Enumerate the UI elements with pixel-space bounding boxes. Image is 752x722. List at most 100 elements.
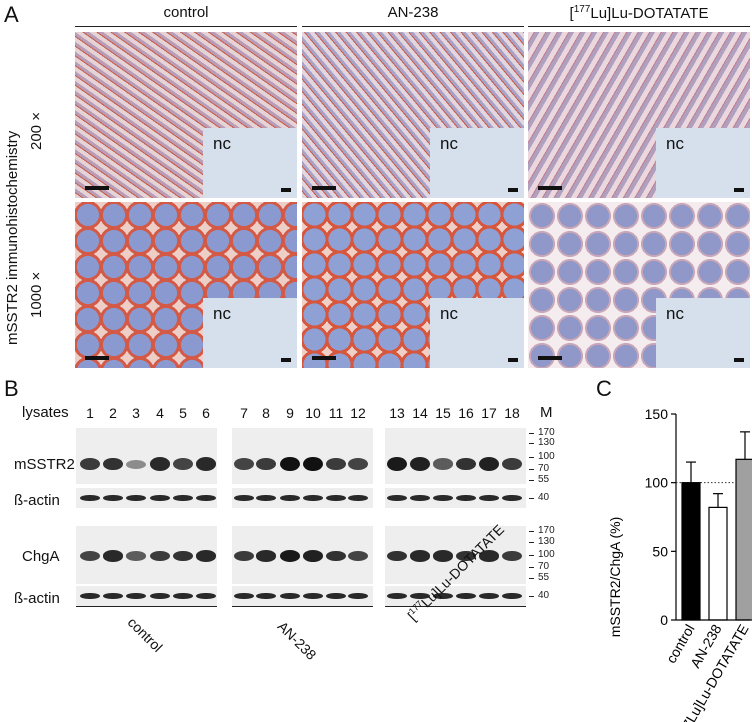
blot-band [433,495,453,502]
blot-band [456,593,476,600]
blot-strip-ChgA [76,526,217,584]
lane-number: 7 [234,405,254,421]
blot-band [126,460,146,469]
blot-band [387,593,407,600]
scale-bar [85,186,109,190]
column-title-lu-dotatate: [177Lu]Lu-DOTATATE [528,4,750,22]
blot-band [348,458,368,470]
blot-band [150,495,170,502]
negative-control-inset: nc [656,298,750,368]
blot-band [348,495,368,502]
blot-band [410,495,430,502]
column-rule-control [75,26,297,27]
group-rule-control [76,606,217,607]
marker-tick [529,542,534,543]
blot-band [103,495,123,502]
micrograph-an238-200x: nc [302,32,524,198]
blot-band [80,495,100,502]
negative-control-inset: nc [203,128,297,198]
scale-bar [312,356,336,360]
blot-band [173,551,193,562]
lane-number: 5 [173,405,193,421]
blot-band [150,457,170,470]
blot-band [280,457,300,471]
group-rule-an238 [232,606,373,607]
marker-tick [529,555,534,556]
row-label-200x: 200 × [28,112,45,150]
bar-chart-mSSTR2-chga: mSSTR2/ChgA (%) 050100150controlAN-238[1… [592,392,752,722]
blot-band [456,458,476,471]
blot-band [387,551,407,562]
lane-number: 14 [410,405,430,421]
marker-label: 170 [538,525,555,536]
column-title-control: control [75,4,297,21]
blot-band [326,495,346,502]
blot-band [103,458,123,471]
y-tick-label: 0 [660,612,668,628]
marker-label: 40 [538,590,549,601]
lysates-label: lysates [22,404,69,421]
row-axis-label: mSSTR2 immunohistochemistry [4,131,21,345]
blot-band [126,551,146,560]
blot-label-beta-actin-2: ß-actin [14,590,60,607]
marker-label: 130 [538,437,555,448]
blot-strip-mSSTR2 [232,428,373,484]
lane-number: 10 [303,405,323,421]
blot-band [303,457,323,471]
inset-label-nc: nc [213,304,231,324]
blot-band [234,593,254,600]
blot-band [433,458,453,469]
blot-band [280,593,300,600]
blot-band [433,550,453,561]
micrograph-control-200x: nc [75,32,297,198]
blot-band [196,550,216,561]
marker-label: 40 [538,492,549,503]
group-label-an238: AN-238 [275,618,320,663]
blot-strip-beta-actin-2 [76,586,217,606]
blot-band [150,551,170,562]
y-tick-label: 150 [645,406,669,422]
blot-label-chga: ChgA [22,548,60,565]
blot-strip-beta-actin-1 [76,488,217,508]
marker-tick [529,531,534,532]
blot-band [196,457,216,470]
marker-tick [529,469,534,470]
inset-scale-bar [281,188,291,192]
blot-band [502,551,522,562]
blot-band [410,550,430,561]
micrograph-control-1000x: nc [75,202,297,368]
y-tick-label: 100 [645,475,669,491]
blot-strip-mSSTR2 [385,428,526,484]
blot-band [80,458,100,471]
blot-band [126,495,146,502]
blot-band [303,495,323,502]
marker-label: 55 [538,572,549,583]
bar-0 [682,483,700,620]
blot-band [479,457,499,471]
scale-bar [312,186,336,190]
lane-number: 13 [387,405,407,421]
lane-number: 12 [348,405,368,421]
inset-scale-bar [508,188,518,192]
blot-band [303,593,323,600]
lane-number: 15 [433,405,453,421]
marker-tick [529,443,534,444]
micrograph-an238-1000x: nc [302,202,524,368]
marker-label: 55 [538,474,549,485]
inset-scale-bar [281,358,291,362]
marker-tick [529,433,534,434]
negative-control-inset: nc [656,128,750,198]
blot-band [80,551,100,561]
blot-band [280,495,300,502]
row-label-1000x: 1000 × [28,272,45,318]
blot-band [326,458,346,471]
blot-band [387,457,407,471]
bar-1 [709,507,727,620]
group-label-control: control [125,614,166,655]
blot-strip-beta-actin-2 [385,586,526,606]
lane-number: 3 [126,405,146,421]
blot-band [173,458,193,470]
blot-band [234,495,254,502]
column-title-iso-post: Lu]Lu-DOTATATE [590,5,708,22]
marker-tick [529,567,534,568]
